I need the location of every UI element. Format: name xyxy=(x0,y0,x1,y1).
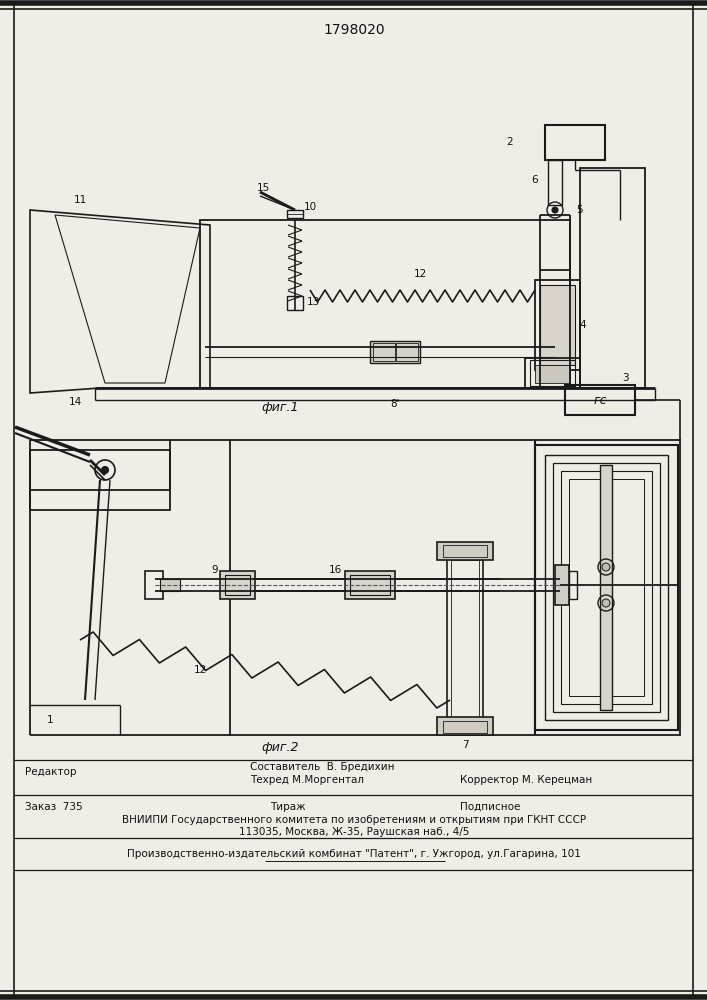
Text: Заказ  735: Заказ 735 xyxy=(25,802,83,812)
Bar xyxy=(553,463,660,712)
Text: фиг.2: фиг.2 xyxy=(262,740,299,754)
Text: 5: 5 xyxy=(577,205,583,215)
Text: 2: 2 xyxy=(507,137,513,147)
Bar xyxy=(580,168,645,388)
Bar xyxy=(535,365,570,383)
Text: 4: 4 xyxy=(580,320,586,330)
Bar xyxy=(345,571,395,599)
Text: гс: гс xyxy=(593,393,607,406)
Bar xyxy=(160,579,180,591)
Bar xyxy=(437,542,493,560)
Text: 12: 12 xyxy=(414,269,426,279)
Bar xyxy=(225,575,250,595)
Bar xyxy=(230,440,680,735)
Text: Редактор: Редактор xyxy=(25,767,76,777)
Bar xyxy=(370,341,420,363)
Bar xyxy=(220,571,255,599)
Bar xyxy=(545,455,668,720)
Bar xyxy=(287,210,303,218)
Bar xyxy=(545,125,605,160)
Bar xyxy=(540,285,575,365)
Bar xyxy=(396,343,418,361)
Bar xyxy=(569,571,577,599)
Text: 11: 11 xyxy=(74,195,87,205)
Text: 1798020: 1798020 xyxy=(323,23,385,37)
Text: ВНИИПИ Государственного комитета по изобретениям и открытиям при ГКНТ СССР: ВНИИПИ Государственного комитета по изоб… xyxy=(122,815,586,825)
Bar xyxy=(350,575,390,595)
Bar xyxy=(535,280,580,370)
Bar xyxy=(200,220,570,388)
Bar xyxy=(443,545,487,557)
Bar xyxy=(437,717,493,735)
Text: 9: 9 xyxy=(211,565,218,575)
Bar xyxy=(569,479,644,696)
Text: 113035, Москва, Ж-35, Раушская наб., 4/5: 113035, Москва, Ж-35, Раушская наб., 4/5 xyxy=(239,827,469,837)
Bar xyxy=(565,385,635,415)
Circle shape xyxy=(602,563,610,571)
Text: 12: 12 xyxy=(194,665,206,675)
Text: Тираж: Тираж xyxy=(270,802,305,812)
Circle shape xyxy=(602,599,610,607)
Text: 16: 16 xyxy=(328,565,341,575)
Text: Составитель  В. Бредихин: Составитель В. Бредихин xyxy=(250,762,395,772)
Text: 6: 6 xyxy=(532,175,538,185)
Bar xyxy=(561,471,652,704)
Text: 1: 1 xyxy=(47,715,53,725)
Bar xyxy=(600,465,612,710)
Text: 10: 10 xyxy=(303,202,317,212)
Bar xyxy=(555,565,569,605)
Bar xyxy=(443,721,487,733)
Circle shape xyxy=(102,466,108,474)
Text: 8': 8' xyxy=(390,399,399,409)
Text: 14: 14 xyxy=(69,397,81,407)
Text: Корректор М. Керецман: Корректор М. Керецман xyxy=(460,775,592,785)
Bar xyxy=(287,296,303,310)
Bar xyxy=(530,360,575,386)
Text: 13: 13 xyxy=(306,297,320,307)
Bar xyxy=(525,358,580,388)
Text: 15: 15 xyxy=(257,183,269,193)
Bar xyxy=(373,343,395,361)
Text: 7: 7 xyxy=(462,740,468,750)
Bar xyxy=(535,445,678,730)
Bar xyxy=(447,555,483,735)
Text: 3: 3 xyxy=(621,373,629,383)
Bar xyxy=(30,450,170,510)
Bar xyxy=(145,571,163,599)
Bar xyxy=(451,560,479,735)
Bar xyxy=(548,160,562,205)
Text: Подписное: Подписное xyxy=(460,802,520,812)
Circle shape xyxy=(552,207,558,213)
Text: фиг.1: фиг.1 xyxy=(262,401,299,414)
Text: Техред М.Моргентал: Техред М.Моргентал xyxy=(250,775,364,785)
Text: Производственно-издательский комбинат "Патент", г. Ужгород, ул.Гагарина, 101: Производственно-издательский комбинат "П… xyxy=(127,849,581,859)
